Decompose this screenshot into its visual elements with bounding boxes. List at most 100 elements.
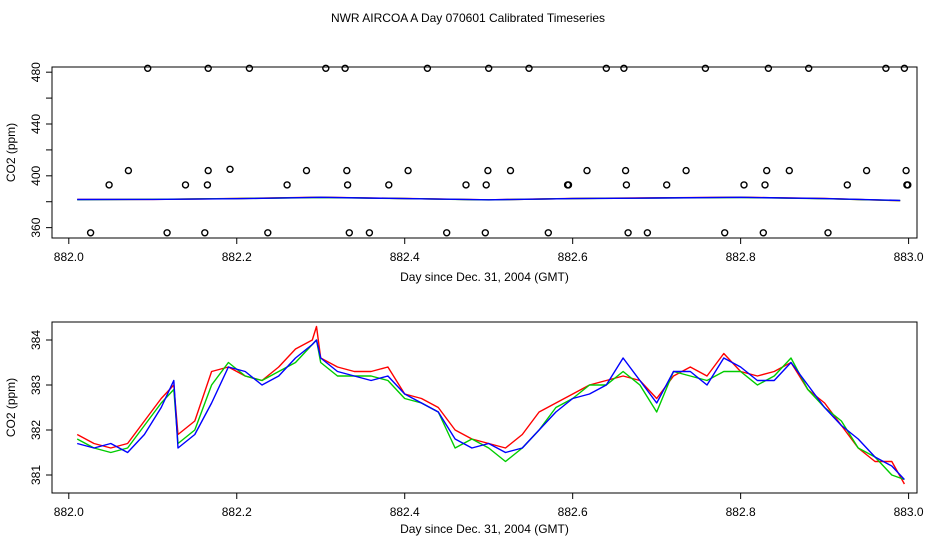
scatter-point xyxy=(824,229,832,237)
scatter-point xyxy=(245,64,254,73)
top-scatter-panel: 882.0 882.2 882.4 882.6 882.8 883.0 360 400 440… xyxy=(4,62,924,284)
scatter-point xyxy=(843,181,851,189)
scatter-point xyxy=(602,64,610,73)
scatter-point xyxy=(181,181,190,189)
y-tick-label: 400 xyxy=(29,165,43,185)
scatter-point xyxy=(203,181,212,189)
scatter-point xyxy=(763,166,771,175)
scatter-point xyxy=(621,166,630,175)
scatter-point xyxy=(484,166,492,175)
scatter-point xyxy=(761,181,769,189)
scatter-point xyxy=(385,181,393,189)
scatter-point xyxy=(343,181,352,189)
bottom-line-panel: 882.0 882.2 882.4 882.6 882.8 883.0 381 382 383… xyxy=(4,321,924,536)
scatter-point xyxy=(204,64,212,73)
scatter-point xyxy=(86,229,95,237)
scatter-point xyxy=(544,229,552,237)
x-tick-label: 882.4 xyxy=(390,505,420,519)
scatter-point xyxy=(643,229,652,237)
x-tick-label: 882.0 xyxy=(54,505,84,519)
bottom-x-axis-title: Day since Dec. 31, 2004 (GMT) xyxy=(400,522,569,536)
scatter-point xyxy=(322,64,330,73)
x-tick-label: 882.4 xyxy=(390,250,420,264)
scatter-point xyxy=(862,166,871,175)
y-tick-label: 360 xyxy=(29,217,43,237)
scatter-point xyxy=(759,229,767,237)
scatter-point xyxy=(341,64,349,73)
scatter-point xyxy=(620,64,628,73)
scatter-point xyxy=(900,64,909,73)
scatter-point xyxy=(124,166,133,175)
bottom-series-group xyxy=(76,325,906,485)
top-series-group xyxy=(77,196,901,202)
scatter-point xyxy=(902,166,910,175)
x-tick-label: 883.0 xyxy=(894,250,924,264)
scatter-point xyxy=(682,166,690,175)
scatter-point xyxy=(226,165,234,174)
scatter-point xyxy=(721,229,729,237)
scatter-point xyxy=(163,229,171,237)
scatter-point xyxy=(204,166,212,175)
scatter-point xyxy=(785,166,793,175)
figure-title: NWR AIRCOA A Day 070601 Calibrated Times… xyxy=(331,11,605,25)
scatter-point xyxy=(882,64,890,73)
scatter-point xyxy=(404,166,412,175)
bottom-y-axis-title: CO2 (ppm) xyxy=(4,378,18,437)
scatter-point xyxy=(701,64,710,73)
scatter-point xyxy=(740,181,748,189)
x-tick-label: 882.0 xyxy=(54,250,84,264)
scatter-point xyxy=(264,229,272,237)
scatter-point xyxy=(805,64,813,73)
scatter-point xyxy=(143,64,152,73)
y-tick-label: 384 xyxy=(29,330,43,350)
x-tick-label: 883.0 xyxy=(894,505,924,519)
scatter-point xyxy=(663,181,671,189)
scatter-point xyxy=(462,181,470,189)
scatter-point xyxy=(622,181,631,189)
bottom-plot-frame xyxy=(51,321,918,494)
series-blue-line xyxy=(77,339,905,480)
x-tick-label: 882.8 xyxy=(726,250,756,264)
x-tick-label: 882.8 xyxy=(726,505,756,519)
scatter-point xyxy=(624,229,632,237)
scatter-point xyxy=(201,229,209,237)
scatter-point xyxy=(443,229,451,237)
series-blue-line xyxy=(77,196,901,202)
scatter-point xyxy=(302,166,311,175)
scatter-point xyxy=(764,64,773,73)
scatter-point xyxy=(365,229,374,237)
scatter-point xyxy=(345,229,353,237)
scatter-point xyxy=(564,181,573,189)
y-tick-label: 382 xyxy=(29,420,43,440)
scatter-point xyxy=(583,166,591,175)
y-tick-label: 381 xyxy=(29,465,43,485)
top-x-axis-title: Day since Dec. 31, 2004 (GMT) xyxy=(400,270,569,284)
y-tick-label: 480 xyxy=(29,62,43,82)
bottom-y-axis: 381 382 383 384 xyxy=(29,330,52,485)
scatter-point xyxy=(343,166,351,175)
scatter-point xyxy=(481,229,489,237)
scatter-point xyxy=(904,181,912,189)
x-tick-label: 882.2 xyxy=(222,505,252,519)
top-plot-frame xyxy=(51,66,918,239)
top-x-axis: 882.0 882.2 882.4 882.6 882.8 883.0 xyxy=(54,238,924,264)
scatter-point xyxy=(105,181,113,189)
scatter-point xyxy=(283,181,291,189)
scatter-point xyxy=(525,64,533,73)
scatter-point xyxy=(485,64,493,73)
top-points-group xyxy=(86,64,912,237)
top-y-axis: 360 400 440 480 xyxy=(29,62,52,238)
top-y-axis-title: CO2 (ppm) xyxy=(4,123,18,182)
bottom-x-axis: 882.0 882.2 882.4 882.6 882.8 883.0 xyxy=(54,493,924,519)
y-tick-label: 383 xyxy=(29,375,43,395)
x-tick-label: 882.6 xyxy=(558,250,588,264)
scatter-point xyxy=(506,166,515,175)
x-tick-label: 882.6 xyxy=(558,505,588,519)
scatter-point xyxy=(423,64,432,73)
y-tick-label: 440 xyxy=(29,114,43,134)
scatter-point xyxy=(482,181,490,189)
x-tick-label: 882.2 xyxy=(222,250,252,264)
series-green-line xyxy=(76,339,905,481)
series-red-line xyxy=(76,325,906,485)
